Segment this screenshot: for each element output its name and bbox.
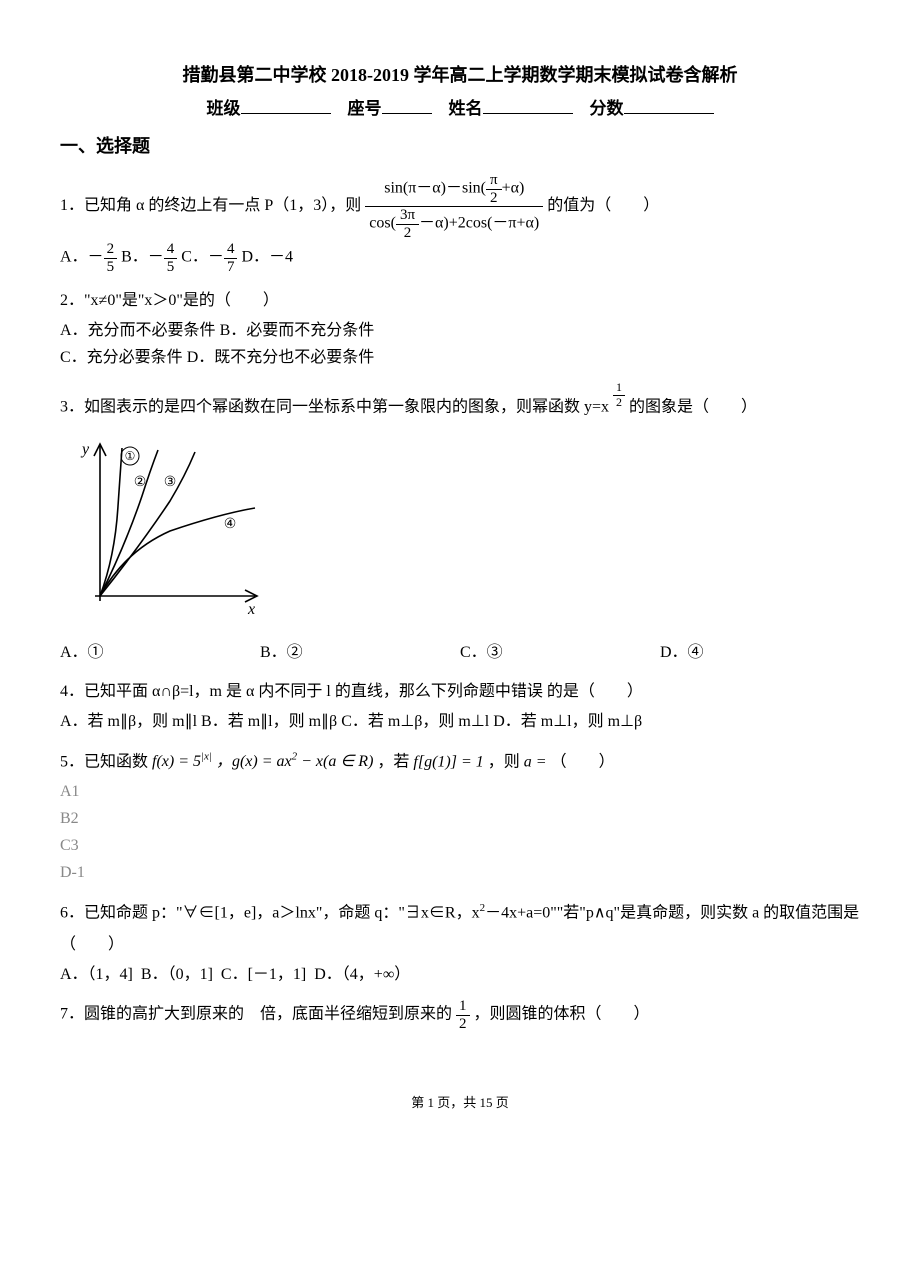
seat-blank: [382, 96, 432, 114]
q6-options: A．（1，4] B．（0，1] C．[－1，1] D．（4，+∞）: [60, 961, 860, 988]
q6-optD: D．（4，+∞）: [314, 966, 410, 983]
q6-optA: A．（1，4]: [60, 966, 133, 983]
q4-optA: A．若 m∥β，则 m∥l: [60, 713, 197, 730]
svg-text:①: ①: [125, 449, 136, 463]
score-label: 分数: [590, 99, 624, 118]
q1-optD: D．－4: [241, 249, 293, 266]
name-blank: [483, 96, 573, 114]
q7-frac: 12: [456, 998, 470, 1032]
question-7: 7．圆锥的高扩大到原来的 倍，底面半径缩短到原来的 12 ，则圆锥的体积（ ）: [60, 998, 860, 1032]
q3-stem-a: 3．如图表示的是四个幂函数在同一坐标系中第一象限内的图象，则幂函数 y=x: [60, 399, 609, 416]
q5-optA: A1: [60, 778, 860, 805]
q5-cond: f[g(1)] = 1: [413, 753, 483, 770]
q7-stem-a: 7．圆锥的高扩大到原来的 倍，底面半径缩短到原来的: [60, 1006, 452, 1023]
class-blank: [241, 96, 331, 114]
svg-text:④: ④: [224, 517, 237, 532]
question-1: 1．已知角 α 的终边上有一点 P（1，3），则 sin(π－α)－sin(π2…: [60, 172, 860, 241]
q1-den-b: －α)+2cos(－π+α): [419, 215, 539, 232]
q2-optD: D．既不充分也不必要条件: [187, 349, 375, 366]
q1-optB-label: B．－: [121, 249, 164, 266]
q3-exponent-frac: 12: [613, 381, 625, 408]
section-heading: 一、选择题: [60, 131, 860, 162]
question-2: 2．"x≠0"是"x＞0"是的（ ）: [60, 285, 860, 317]
seat-label: 座号: [348, 99, 382, 118]
q4-options: A．若 m∥β，则 m∥l B．若 m∥l，则 m∥β C．若 m⊥β，则 m⊥…: [60, 708, 860, 735]
q1-big-fraction: sin(π－α)－sin(π2+α) cos(3π2－α)+2cos(－π+α): [365, 172, 543, 241]
score-blank: [624, 96, 714, 114]
q5-optB: B2: [60, 805, 860, 832]
student-info-line: 班级 座号 姓名 分数: [60, 95, 860, 124]
q5-f: f(x) = 5|x|: [152, 753, 212, 770]
q3-graph: y x ① ② ③ ④: [70, 436, 860, 635]
q5-g: ，g(x) = ax2 − x(a ∈ R): [216, 753, 373, 770]
q4-optD: D．若 m⊥l，则 m⊥β: [493, 713, 642, 730]
q3-stem-b: 的图象是（ ）: [629, 399, 757, 416]
q1-optB-frac: 45: [164, 241, 178, 275]
q3-optD: D．④: [660, 639, 860, 666]
q5-tail: ，则: [488, 753, 520, 770]
svg-text:y: y: [80, 441, 90, 458]
question-4: 4．已知平面 α∩β=l，m 是 α 内不同于 l 的直线，那么下列命题中错误 …: [60, 676, 860, 708]
q7-stem-b: ，则圆锥的体积（ ）: [474, 1006, 650, 1023]
q3-optC: C．③: [460, 639, 660, 666]
q1-num-a: sin(π－α)－sin(: [384, 180, 486, 197]
q1-optC-label: C．－: [181, 249, 224, 266]
name-label: 姓名: [449, 99, 483, 118]
q1-num-tail: +α): [502, 180, 525, 197]
q5-optC: C3: [60, 832, 860, 859]
q5-paren: （ ）: [551, 753, 615, 770]
q2-optC: C．充分必要条件: [60, 349, 183, 366]
q1-optA-label: A．－: [60, 249, 104, 266]
q1-optC-frac: 47: [224, 241, 238, 275]
q2-options-line2: C．充分必要条件 D．既不充分也不必要条件: [60, 344, 860, 371]
page-footer: 第 1 页，共 15 页: [60, 1092, 860, 1114]
q1-den-inner-frac: 3π2: [396, 207, 419, 241]
q5-ask: a =: [524, 753, 547, 770]
q5-stem-a: 5．已知函数: [60, 753, 148, 770]
q1-options: A．－25 B．－45 C．－47 D．－4: [60, 241, 860, 275]
q1-optA-frac: 25: [104, 241, 118, 275]
q2-optB: B．必要而不充分条件: [220, 322, 375, 339]
q4-optC: C．若 m⊥β，则 m⊥l: [341, 713, 489, 730]
q1-den-a: cos(: [369, 215, 396, 232]
q1-num-inner-frac: π2: [486, 172, 502, 206]
q1-stem-a: 1．已知角 α 的终边上有一点 P（1，3），则: [60, 197, 361, 214]
q3-optA: A．①: [60, 639, 260, 666]
q6-optB: B．（0，1]: [141, 966, 213, 983]
q6-optC: C．[－1，1]: [221, 966, 306, 983]
q1-stem-b: 的值为（ ）: [547, 197, 659, 214]
q3-options: A．① B．② C．③ D．④: [60, 639, 860, 666]
q6-stem-a: 6．已知命题 p："∀∈[1，e]，a＞lnx"，命题 q："∃x∈R，x: [60, 904, 480, 921]
q2-options-line1: A．充分而不必要条件 B．必要而不充分条件: [60, 317, 860, 344]
question-6: 6．已知命题 p："∀∈[1，e]，a＞lnx"，命题 q："∃x∈R，x2－4…: [60, 897, 860, 961]
question-3: 3．如图表示的是四个幂函数在同一坐标系中第一象限内的图象，则幂函数 y=x 12…: [60, 381, 860, 424]
q3-optB: B．②: [260, 639, 460, 666]
question-5: 5．已知函数 f(x) = 5|x| ，g(x) = ax2 − x(a ∈ R…: [60, 746, 860, 778]
q2-optA: A．充分而不必要条件: [60, 322, 216, 339]
q4-optB: B．若 m∥l，则 m∥β: [201, 713, 337, 730]
svg-text:②: ②: [134, 475, 147, 490]
svg-text:③: ③: [164, 475, 177, 490]
svg-text:x: x: [247, 601, 255, 618]
class-label: 班级: [207, 99, 241, 118]
page-title: 措勤县第二中学校 2018-2019 学年高二上学期数学期末模拟试卷含解析: [60, 60, 860, 91]
q5-optD: D-1: [60, 859, 860, 886]
q5-mid: ，若: [377, 753, 409, 770]
